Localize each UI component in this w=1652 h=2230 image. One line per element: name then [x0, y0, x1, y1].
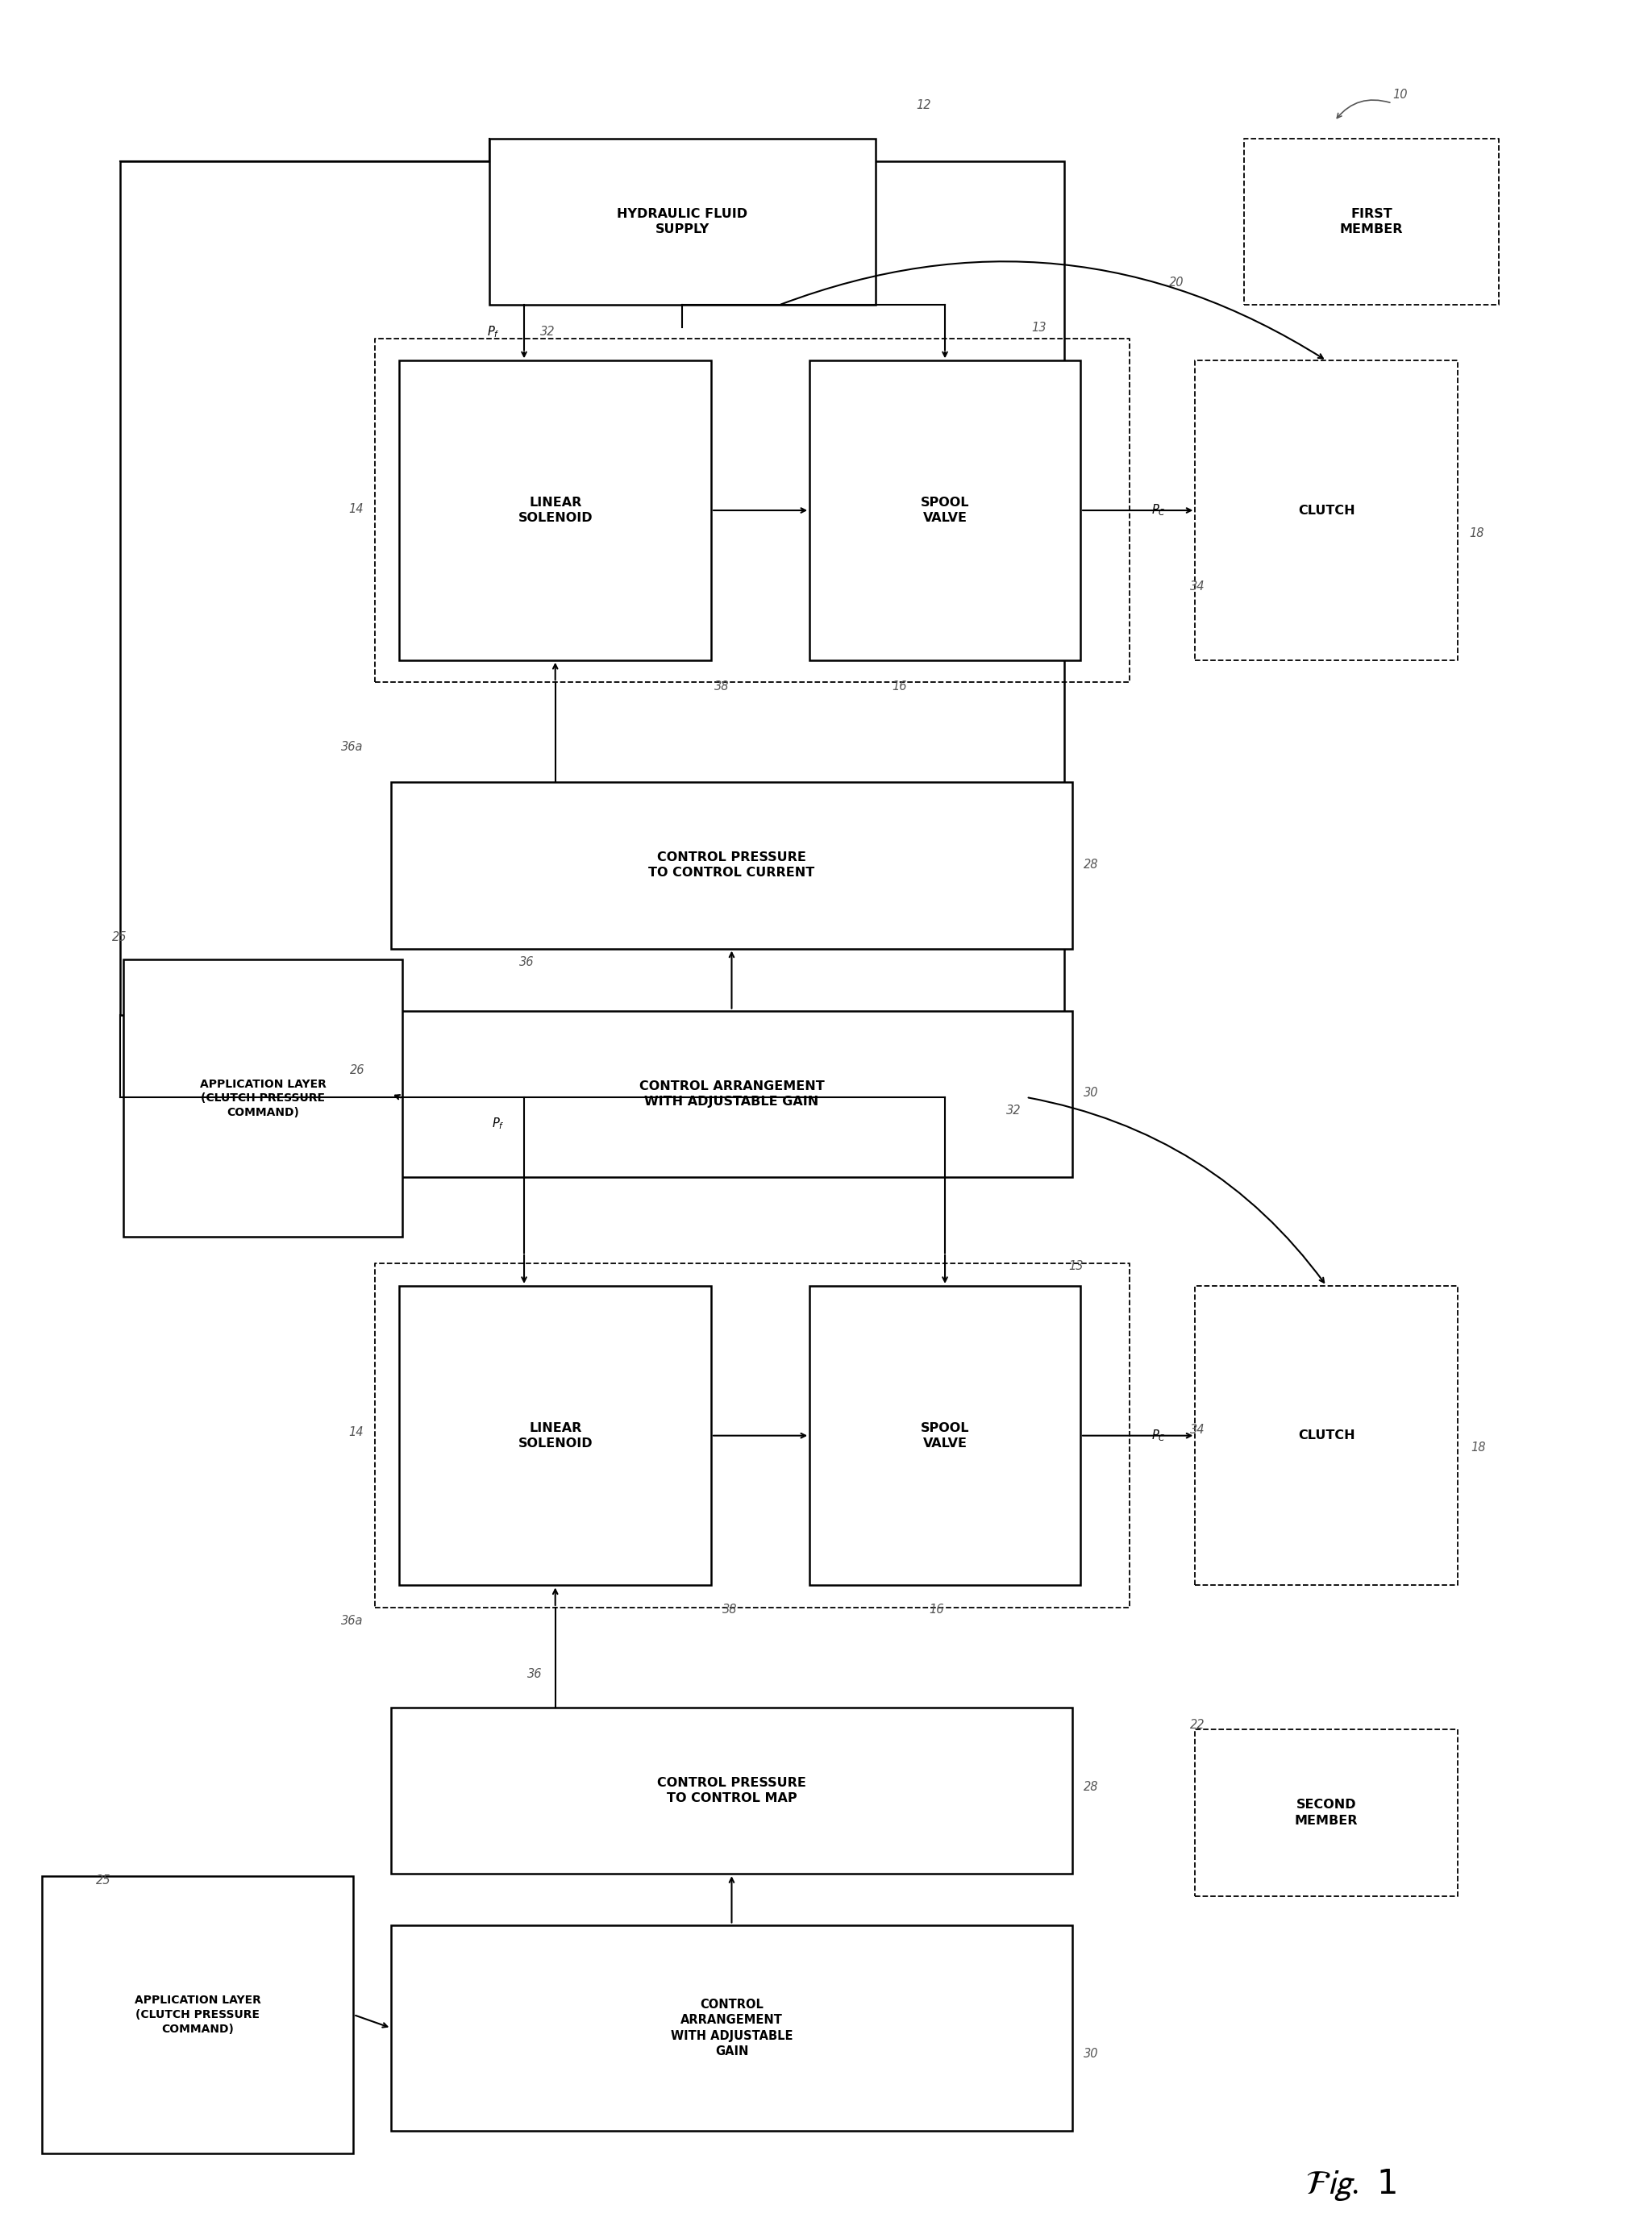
Text: 34: 34 [1189, 580, 1206, 593]
Text: 16: 16 [892, 680, 907, 694]
Text: 36a: 36a [340, 740, 363, 754]
Bar [392, 1010, 1072, 1177]
Text: $P_f$: $P_f$ [492, 1117, 504, 1131]
Text: CONTROL PRESSURE
TO CONTROL MAP: CONTROL PRESSURE TO CONTROL MAP [657, 1777, 806, 1804]
Text: 30: 30 [1084, 1086, 1099, 1099]
Bar [489, 138, 876, 306]
Text: SPOOL
VALVE: SPOOL VALVE [920, 1423, 970, 1450]
Bar [392, 783, 1072, 948]
Bar [809, 361, 1080, 660]
Text: LINEAR
SOLENOID: LINEAR SOLENOID [519, 1423, 593, 1450]
Text: 18: 18 [1469, 529, 1483, 540]
Text: 25: 25 [96, 1875, 111, 1887]
Text: $P_f$: $P_f$ [487, 323, 499, 339]
Text: LINEAR
SOLENOID: LINEAR SOLENOID [519, 497, 593, 524]
Text: CONTROL ARRANGEMENT
WITH ADJUSTABLE GAIN: CONTROL ARRANGEMENT WITH ADJUSTABLE GAIN [639, 1079, 824, 1108]
Text: HYDRAULIC FLUID
SUPPLY: HYDRAULIC FLUID SUPPLY [618, 207, 748, 236]
Bar [400, 1287, 710, 1586]
Bar [41, 1875, 354, 2154]
Text: 16: 16 [930, 1603, 945, 1617]
Text: SPOOL
VALVE: SPOOL VALVE [920, 497, 970, 524]
Text: CLUTCH: CLUTCH [1298, 504, 1355, 517]
Text: $P_C$: $P_C$ [1151, 1427, 1166, 1443]
Bar [124, 959, 403, 1238]
Text: 14: 14 [349, 504, 363, 515]
Text: CONTROL
ARRANGEMENT
WITH ADJUSTABLE
GAIN: CONTROL ARRANGEMENT WITH ADJUSTABLE GAIN [671, 1998, 793, 2058]
Text: 10: 10 [1393, 89, 1408, 100]
Text: 32: 32 [1006, 1104, 1021, 1117]
Text: APPLICATION LAYER
(CLUTCH PRESSURE
COMMAND): APPLICATION LAYER (CLUTCH PRESSURE COMMA… [200, 1079, 327, 1119]
Text: 14: 14 [349, 1427, 363, 1438]
Text: 13: 13 [1031, 321, 1046, 332]
Text: 32: 32 [540, 326, 555, 337]
Bar [392, 1708, 1072, 1873]
Text: 20: 20 [1168, 277, 1184, 290]
Bar [400, 361, 710, 660]
Text: 12: 12 [917, 100, 932, 112]
Text: 22: 22 [1189, 1719, 1206, 1730]
Text: 25: 25 [112, 932, 127, 943]
Text: 26: 26 [350, 1064, 365, 1077]
Text: 18: 18 [1470, 1443, 1485, 1454]
Text: 36: 36 [527, 1668, 542, 1679]
Bar [392, 1924, 1072, 2132]
Text: 36a: 36a [340, 1615, 363, 1628]
Text: 28: 28 [1084, 1782, 1099, 1793]
Bar [809, 1287, 1080, 1586]
Text: 13: 13 [1069, 1260, 1084, 1271]
Text: 28: 28 [1084, 859, 1099, 870]
Text: CLUTCH: CLUTCH [1298, 1429, 1355, 1441]
Text: FIRST
MEMBER: FIRST MEMBER [1340, 207, 1403, 236]
Bar [121, 161, 1064, 1015]
Text: APPLICATION LAYER
(CLUTCH PRESSURE
COMMAND): APPLICATION LAYER (CLUTCH PRESSURE COMMA… [134, 1994, 261, 2034]
Text: 30: 30 [1084, 2047, 1099, 2061]
Text: $P_C$: $P_C$ [1151, 502, 1166, 517]
Text: 34: 34 [1189, 1425, 1206, 1436]
Text: 36: 36 [519, 957, 534, 968]
Text: CONTROL PRESSURE
TO CONTROL CURRENT: CONTROL PRESSURE TO CONTROL CURRENT [649, 852, 814, 879]
Text: SECOND
MEMBER: SECOND MEMBER [1295, 1800, 1358, 1826]
Text: $\mathcal{Fig.}\ 1$: $\mathcal{Fig.}\ 1$ [1305, 2168, 1398, 2203]
Text: 38: 38 [722, 1603, 737, 1617]
Text: 38: 38 [714, 680, 729, 694]
